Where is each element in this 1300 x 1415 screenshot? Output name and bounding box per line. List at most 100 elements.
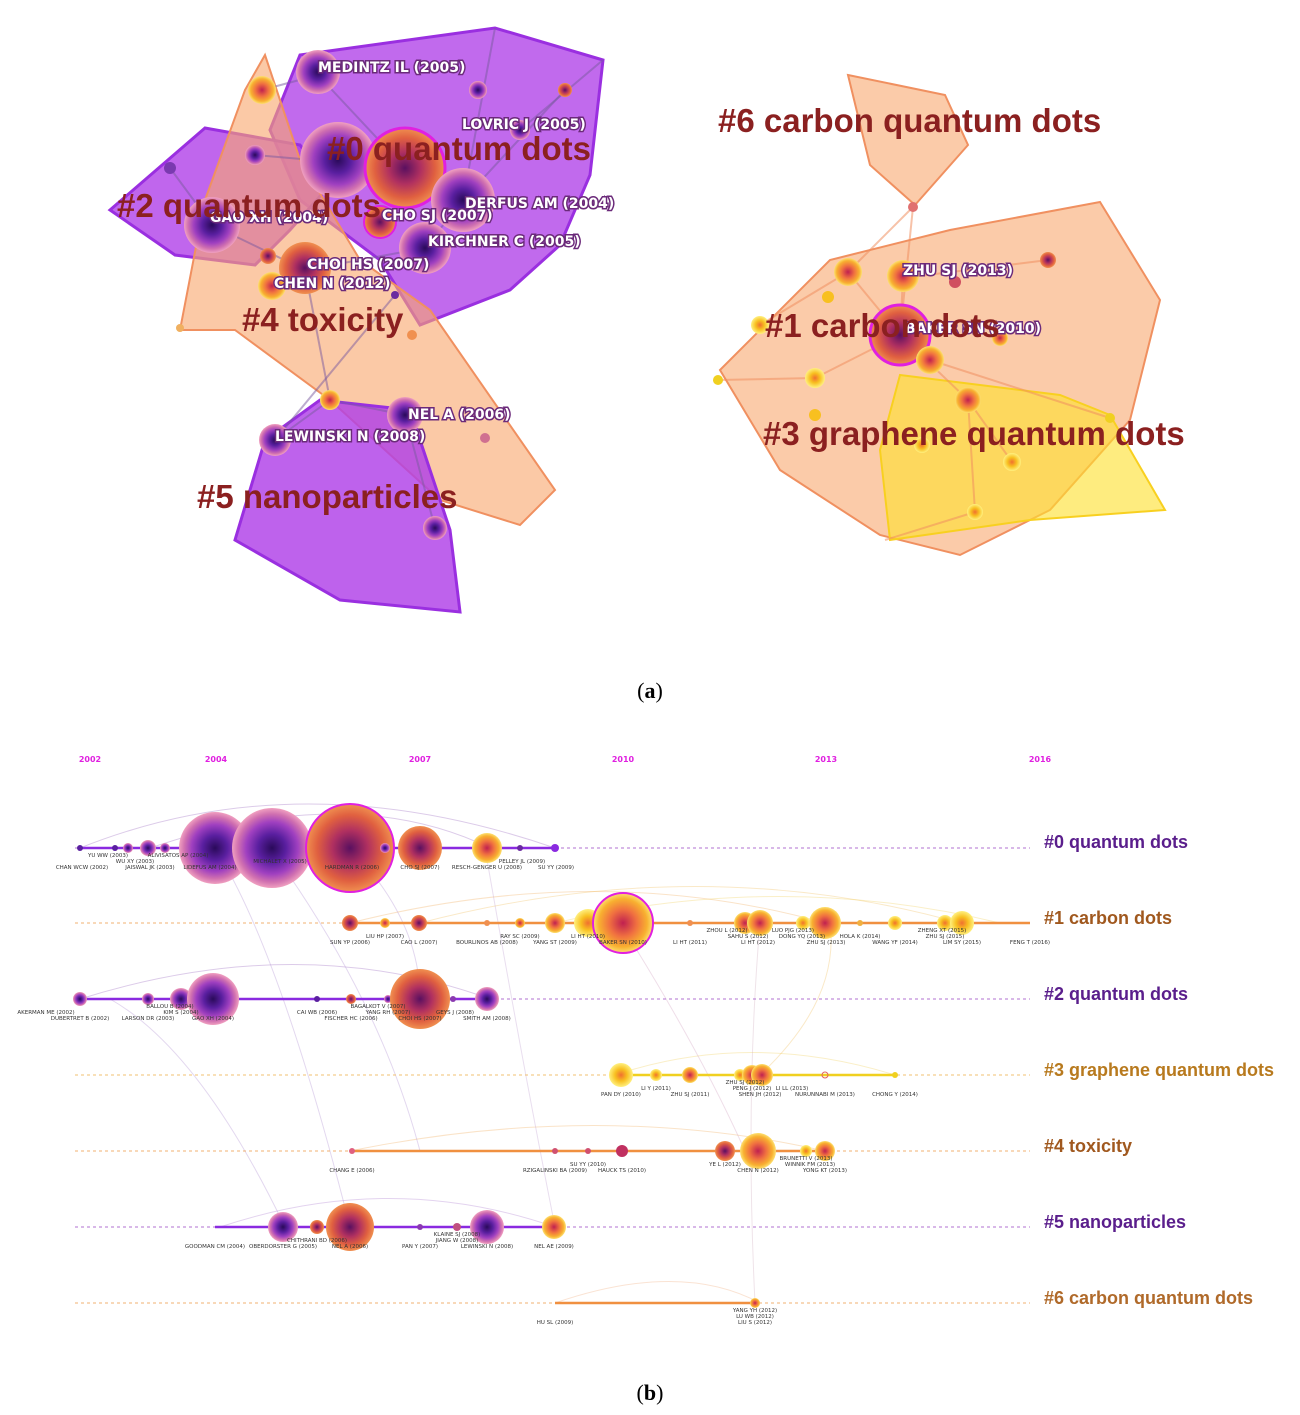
timeline-node[interactable] <box>937 915 953 931</box>
timeline-node[interactable] <box>112 845 118 851</box>
timeline-node[interactable] <box>796 916 810 930</box>
timeline-node[interactable] <box>682 1067 698 1083</box>
timeline-node[interactable] <box>888 916 902 930</box>
node-small-a9[interactable] <box>480 433 490 443</box>
timeline-node[interactable] <box>140 840 156 856</box>
node-small-b14[interactable] <box>914 437 930 453</box>
node-small-a7[interactable] <box>320 390 340 410</box>
timeline-node[interactable] <box>592 892 654 954</box>
timeline-node[interactable] <box>857 920 863 926</box>
timeline-node[interactable] <box>179 812 251 884</box>
timeline-node[interactable] <box>232 808 312 888</box>
node-small-a2[interactable] <box>245 145 265 165</box>
node-kirchner[interactable] <box>399 222 451 274</box>
node-small-b4[interactable] <box>805 368 825 388</box>
node-cluster0-hub[interactable] <box>300 122 376 198</box>
timeline-node[interactable] <box>346 994 356 1004</box>
node-small-a5[interactable] <box>164 162 176 174</box>
timeline-node[interactable] <box>305 803 395 893</box>
node-small-a1[interactable] <box>248 76 276 104</box>
timeline-node[interactable] <box>472 833 502 863</box>
timeline-node[interactable] <box>77 845 83 851</box>
node-small-a10[interactable] <box>407 330 417 340</box>
timeline-node[interactable] <box>453 1223 461 1231</box>
timeline-node[interactable] <box>170 988 192 1010</box>
node-small-b11[interactable] <box>1105 413 1115 423</box>
timeline-node[interactable] <box>751 1064 773 1086</box>
timeline-node[interactable] <box>417 1224 423 1230</box>
timeline-node[interactable] <box>687 920 693 926</box>
timeline-node[interactable] <box>545 913 565 933</box>
timeline-node[interactable] <box>326 1203 374 1251</box>
node-small-b3[interactable] <box>955 387 981 413</box>
timeline-node[interactable] <box>616 1145 628 1157</box>
timeline-node[interactable] <box>470 1210 504 1244</box>
node-small-b9[interactable] <box>908 202 918 212</box>
timeline-node[interactable] <box>809 907 841 939</box>
node-small-b12[interactable] <box>949 276 961 288</box>
node-derfus[interactable] <box>431 168 495 232</box>
timeline-node[interactable] <box>342 915 358 931</box>
node-lovric[interactable] <box>510 120 530 140</box>
timeline-node[interactable] <box>892 1072 898 1078</box>
timeline-node[interactable] <box>750 1298 760 1308</box>
node-small-b1[interactable] <box>834 258 862 286</box>
timeline-node[interactable] <box>475 987 499 1011</box>
node-zhu[interactable] <box>887 260 919 292</box>
timeline-node[interactable] <box>747 910 773 936</box>
node-small-a6[interactable] <box>260 248 276 264</box>
node-small-a12[interactable] <box>391 291 399 299</box>
timeline-node[interactable] <box>815 1141 835 1161</box>
node-small-b10[interactable] <box>713 375 723 385</box>
timeline-node[interactable] <box>187 973 239 1025</box>
node-cho[interactable] <box>363 205 397 239</box>
timeline-node[interactable] <box>609 1063 633 1087</box>
timeline-node[interactable] <box>268 1212 298 1242</box>
node-small-a3[interactable] <box>469 81 487 99</box>
timeline-node[interactable] <box>380 918 390 928</box>
timeline-node[interactable] <box>398 826 442 870</box>
node-choi[interactable] <box>279 242 331 294</box>
timeline-node[interactable] <box>650 1069 662 1081</box>
timeline-node[interactable] <box>349 1148 355 1154</box>
timeline-node[interactable] <box>517 845 523 851</box>
node-small-b15[interactable] <box>822 291 834 303</box>
node-small-a8[interactable] <box>423 516 447 540</box>
timeline-node[interactable] <box>821 1071 829 1079</box>
timeline-node[interactable] <box>310 1220 324 1234</box>
timeline-node[interactable] <box>160 843 170 853</box>
timeline-node[interactable] <box>715 1141 735 1161</box>
node-chen[interactable] <box>258 272 286 300</box>
node-small-a4[interactable] <box>558 83 572 97</box>
node-gao[interactable] <box>184 197 240 253</box>
node-small-b2[interactable] <box>916 346 944 374</box>
node-small-b7[interactable] <box>1003 453 1021 471</box>
timeline-node[interactable] <box>314 996 320 1002</box>
node-small-b5[interactable] <box>751 316 769 334</box>
timeline-node[interactable] <box>551 844 559 852</box>
timeline-node[interactable] <box>515 918 525 928</box>
node-medintz[interactable] <box>296 50 340 94</box>
timeline-node[interactable] <box>380 843 390 853</box>
timeline-node[interactable] <box>390 969 450 1029</box>
node-small-b13[interactable] <box>992 330 1008 346</box>
node-small-b16[interactable] <box>809 409 821 421</box>
timeline-node[interactable] <box>800 1145 812 1157</box>
node-nel[interactable] <box>387 397 423 433</box>
timeline-node[interactable] <box>585 1148 591 1154</box>
timeline-node[interactable] <box>73 992 87 1006</box>
node-small-b8[interactable] <box>967 504 983 520</box>
node-small-a11[interactable] <box>176 324 184 332</box>
timeline-node[interactable] <box>411 915 427 931</box>
timeline-node[interactable] <box>542 1215 566 1239</box>
node-cluster0-hub2[interactable] <box>363 126 447 210</box>
node-baker[interactable] <box>868 303 932 367</box>
timeline-node[interactable] <box>450 996 456 1002</box>
node-small-b6[interactable] <box>1040 252 1056 268</box>
timeline-node[interactable] <box>552 1148 558 1154</box>
timeline-node[interactable] <box>740 1133 776 1169</box>
node-lewinski[interactable] <box>259 424 291 456</box>
timeline-node[interactable] <box>950 911 974 935</box>
timeline-node[interactable] <box>142 993 154 1005</box>
timeline-node[interactable] <box>123 843 133 853</box>
